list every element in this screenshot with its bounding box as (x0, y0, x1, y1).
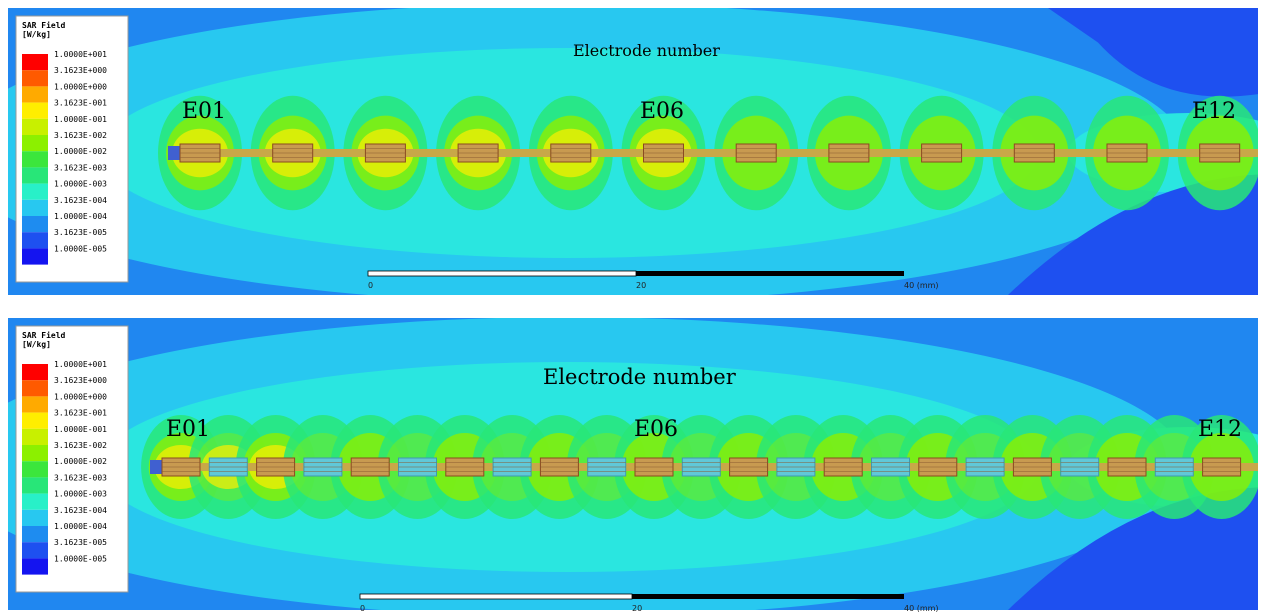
legend-label: 3.1623E-005 (54, 538, 107, 547)
legend-swatch (22, 461, 48, 478)
legend-swatch (22, 542, 48, 559)
electrode-label: E01 (182, 99, 226, 124)
scale-bar (367, 270, 637, 277)
legend-swatch (22, 445, 48, 462)
legend-swatch (22, 151, 48, 168)
legend-swatch (22, 412, 48, 429)
legend-swatch (22, 396, 48, 413)
legend-swatch (22, 558, 48, 575)
scale-bar (636, 271, 904, 276)
lead (168, 149, 1258, 157)
scale-label: 40 (mm) (904, 604, 939, 612)
legend-swatch (22, 428, 48, 445)
lead-tip (150, 460, 164, 474)
legend-swatch (22, 135, 48, 152)
legend-title: SAR Field (22, 20, 66, 30)
legend-label: 1.0000E+000 (54, 82, 107, 91)
field-dark (1008, 174, 1258, 295)
legend-label: 1.0000E-003 (54, 490, 107, 499)
field-dark (1008, 487, 1258, 610)
annotation: Electrode number (573, 41, 720, 60)
legend-label: 3.1623E-004 (54, 506, 107, 515)
legend-label: 1.0000E-001 (54, 425, 107, 434)
scale-label: 0 (360, 604, 365, 612)
legend-swatch (22, 364, 48, 381)
legend-swatch (22, 493, 48, 510)
legend-label: 3.1623E-002 (54, 131, 107, 140)
legend-swatch (22, 477, 48, 494)
legend-label: 1.0000E-002 (54, 457, 107, 466)
electrode-label: E06 (634, 417, 678, 442)
scale-label: 0 (368, 281, 373, 290)
field-panel: SAR Field[W/kg] 1.0000E+001 3.1623E+000 1.0… (8, 318, 1258, 612)
lead-tip (168, 146, 182, 160)
field (8, 8, 1258, 295)
electrode-label: E12 (1198, 417, 1242, 442)
electrode-label: E06 (640, 99, 684, 124)
field-panel: SAR Field[W/kg] 1.0000E+001 3.1623E+000 1.0… (8, 8, 1258, 295)
electrode-label: E01 (166, 417, 210, 442)
electrode-label: E12 (1192, 99, 1236, 124)
legend-label: 3.1623E-001 (54, 409, 107, 418)
legend-label: 1.0000E-003 (54, 180, 107, 189)
legend-label: 1.0000E-005 (54, 244, 107, 253)
legend-label: 3.1623E-001 (54, 99, 107, 108)
legend-swatch (22, 248, 48, 265)
legend-swatch (22, 199, 48, 216)
legend: SAR Field[W/kg] 1.0000E+001 3.1623E+000 1.0… (15, 325, 129, 593)
legend-label: 1.0000E+000 (54, 392, 107, 401)
legend-label: 1.0000E-004 (54, 212, 107, 221)
scale-label: 20 (632, 604, 642, 612)
legend-swatch (22, 232, 48, 249)
legend-swatch (22, 216, 48, 233)
scale-label: 20 (636, 281, 646, 290)
legend-title: [W/kg] (22, 30, 51, 39)
legend-swatch (22, 183, 48, 200)
legend-swatch (22, 118, 48, 135)
legend-label: 1.0000E+001 (54, 50, 107, 59)
legend-label: 1.0000E-004 (54, 522, 107, 531)
legend-label: 3.1623E+000 (54, 66, 107, 75)
legend-label: 3.1623E+000 (54, 376, 107, 385)
legend-swatch (22, 526, 48, 543)
legend-swatch (22, 86, 48, 103)
legend: SAR Field[W/kg] 1.0000E+001 3.1623E+000 1.0… (15, 15, 129, 283)
legend-label: 1.0000E-005 (54, 554, 107, 563)
legend-label: 3.1623E-002 (54, 441, 107, 450)
scale-bar (632, 594, 904, 599)
legend-title: SAR Field (22, 330, 66, 340)
legend-label: 3.1623E-005 (54, 228, 107, 237)
legend-swatch (22, 380, 48, 397)
legend-label: 3.1623E-003 (54, 473, 107, 482)
legend-swatch (22, 167, 48, 184)
annotation: Electrode number (543, 365, 737, 389)
field-dark (1048, 8, 1258, 97)
scale-label: 40 (mm) (904, 281, 939, 290)
legend-label: 3.1623E-003 (54, 163, 107, 172)
scale-bar (359, 593, 633, 600)
legend-label: 1.0000E-002 (54, 147, 107, 156)
legend-swatch (22, 70, 48, 87)
legend-swatch (22, 509, 48, 526)
legend-title: [W/kg] (22, 340, 51, 349)
legend-label: 1.0000E+001 (54, 360, 107, 369)
legend-label: 3.1623E-004 (54, 196, 107, 205)
legend-swatch (22, 102, 48, 119)
legend-swatch (22, 54, 48, 71)
field (8, 318, 1258, 610)
legend-label: 1.0000E-001 (54, 115, 107, 124)
